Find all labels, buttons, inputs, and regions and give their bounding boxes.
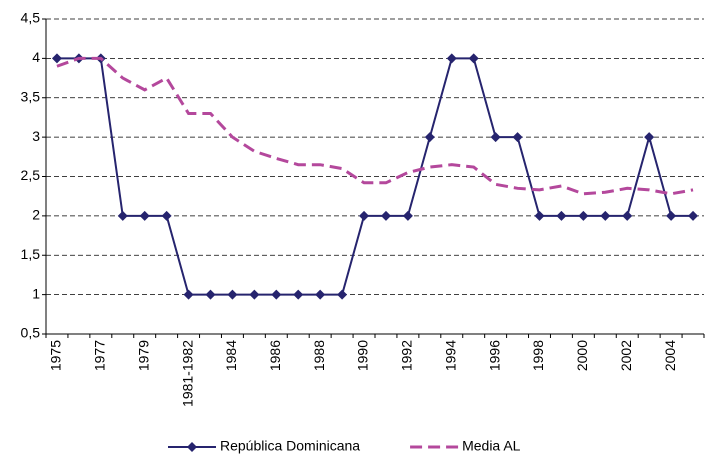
data-point xyxy=(271,289,282,300)
data-point xyxy=(688,210,699,221)
data-point xyxy=(359,210,370,221)
data-point xyxy=(183,289,194,300)
x-tick-label: 1977 xyxy=(92,340,108,371)
series-line xyxy=(56,56,694,196)
data-point xyxy=(51,53,62,64)
x-tick-label: 1981-1982 xyxy=(179,340,195,407)
data-point xyxy=(249,289,260,300)
x-tick-label: 1996 xyxy=(486,340,502,371)
data-point xyxy=(293,289,304,300)
y-tick-label: 1 xyxy=(32,285,40,301)
x-tick-label: 2004 xyxy=(662,340,678,371)
x-tick-label: 1979 xyxy=(135,340,151,371)
y-tick-label: 4,5 xyxy=(21,10,41,26)
y-tick-label: 4 xyxy=(32,49,40,65)
y-tick-label: 2 xyxy=(32,207,40,223)
y-tick-label: 1,5 xyxy=(21,246,41,262)
data-point xyxy=(644,132,655,143)
data-point xyxy=(227,289,238,300)
x-tick-label: 1990 xyxy=(355,340,371,371)
data-point xyxy=(139,210,150,221)
legend-marker xyxy=(187,442,197,452)
data-point xyxy=(666,210,677,221)
data-point xyxy=(556,210,567,221)
data-point xyxy=(402,210,413,221)
data-point xyxy=(161,210,172,221)
y-tick-label: 3,5 xyxy=(21,88,41,104)
x-tick-label: 1975 xyxy=(48,340,64,371)
data-point xyxy=(380,210,391,221)
data-point xyxy=(534,210,545,221)
data-point xyxy=(315,289,326,300)
legend-label: Media AL xyxy=(462,438,521,454)
x-tick-label: 2000 xyxy=(574,340,590,371)
x-tick-label: 1988 xyxy=(311,340,327,371)
legend-label: República Dominicana xyxy=(220,438,360,454)
y-tick-label: 2,5 xyxy=(21,167,41,183)
data-point xyxy=(424,132,435,143)
x-tick-label: 1994 xyxy=(442,340,458,371)
data-point xyxy=(622,210,633,221)
data-point xyxy=(117,210,128,221)
data-point xyxy=(578,210,589,221)
data-point xyxy=(468,53,479,64)
data-point xyxy=(600,210,611,221)
data-point xyxy=(490,132,501,143)
y-tick-label: 0,5 xyxy=(21,325,41,341)
x-tick-label: 1984 xyxy=(223,340,239,371)
data-point xyxy=(205,289,216,300)
data-point xyxy=(446,53,457,64)
y-tick-label: 3 xyxy=(32,128,40,144)
x-tick-label: 1992 xyxy=(399,340,415,371)
x-tick-label: 2002 xyxy=(618,340,634,371)
data-point xyxy=(512,132,523,143)
x-tick-label: 1998 xyxy=(530,340,546,371)
data-point xyxy=(337,289,348,300)
x-tick-label: 1986 xyxy=(267,340,283,371)
